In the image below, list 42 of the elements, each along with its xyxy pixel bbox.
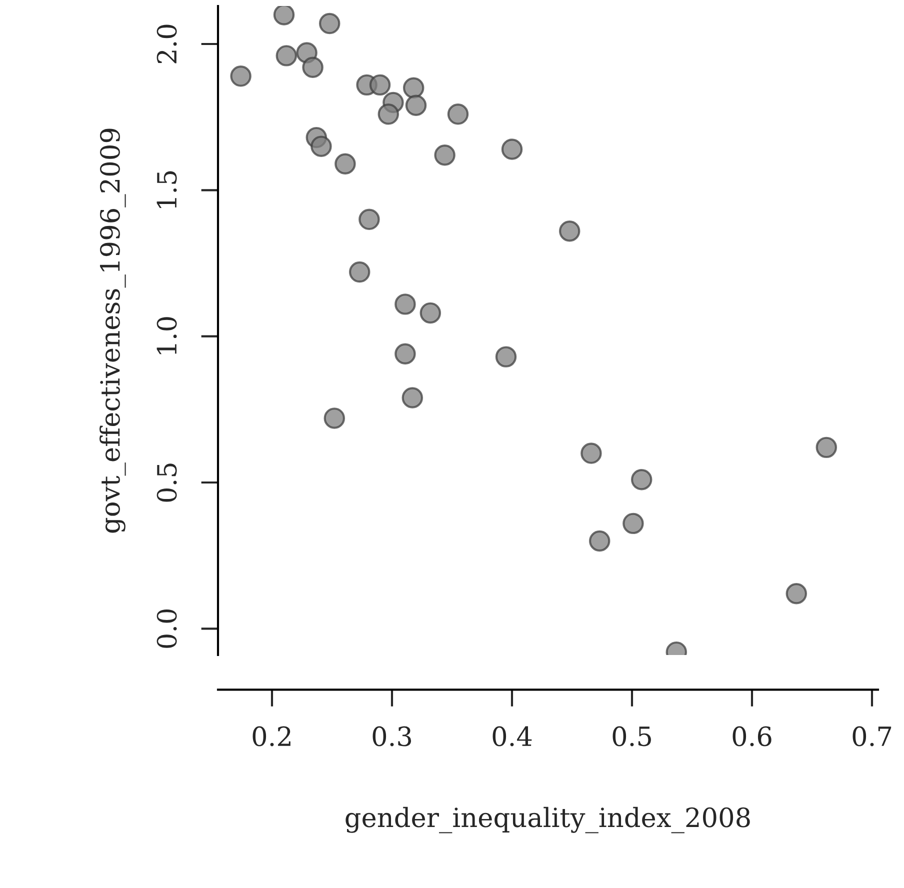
point (447, 104, 469, 125)
y-tick-label: 0.5 (156, 464, 177, 502)
y-tick-label: 2.0 (156, 24, 177, 64)
point (273, 6, 295, 26)
y-axis-title: govt_effectiveness_1996_2009 (100, 128, 126, 533)
point (588, 530, 610, 552)
y-tick-label: 0.0 (156, 609, 177, 648)
x-tick-label: 0.5 (612, 726, 651, 746)
point (405, 94, 427, 116)
y-tick-label: 1.5 (156, 171, 177, 208)
point (302, 56, 324, 78)
x-tick-label: 0.3 (372, 726, 412, 746)
point (622, 512, 644, 534)
point (318, 12, 340, 34)
x-tick-label: 0.7 (852, 726, 892, 746)
point (495, 346, 517, 368)
point (334, 153, 356, 174)
point (434, 144, 456, 166)
point (402, 387, 424, 408)
point (816, 436, 838, 458)
y-tick-label: 1.0 (156, 317, 177, 354)
point (394, 343, 416, 365)
point (230, 66, 252, 87)
point (580, 442, 602, 464)
point (348, 261, 370, 283)
point (358, 208, 380, 230)
point (558, 220, 580, 242)
point (786, 582, 808, 604)
point (402, 77, 424, 98)
x-tick-label: 0.4 (492, 726, 532, 746)
x-tick-label: 0.2 (252, 726, 290, 746)
point (630, 468, 652, 490)
point (310, 136, 332, 157)
point (420, 302, 442, 324)
x-tick-label: 0.6 (732, 726, 772, 746)
x-axis-title: gender_inequality_index_2008 (346, 806, 750, 834)
point (369, 74, 391, 96)
point (324, 408, 346, 429)
point (276, 45, 298, 66)
point (378, 104, 400, 125)
point (394, 294, 416, 315)
point (501, 138, 523, 160)
